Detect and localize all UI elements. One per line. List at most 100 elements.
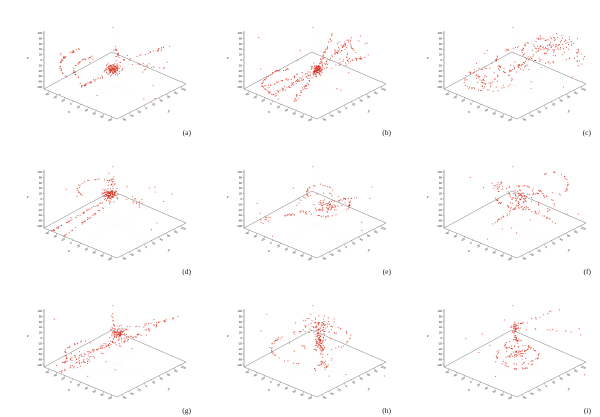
floor-gridline-y bbox=[280, 345, 350, 383]
svg-text:-20: -20 bbox=[536, 248, 542, 253]
svg-text:40: 40 bbox=[559, 98, 564, 103]
svg-text:40: 40 bbox=[359, 237, 364, 242]
floor-gridline-y bbox=[280, 67, 350, 105]
apex-marker: × bbox=[512, 165, 514, 169]
svg-text:0: 0 bbox=[469, 240, 472, 244]
svg-text:-60: -60 bbox=[321, 395, 327, 400]
z-axis-label: z bbox=[26, 55, 29, 60]
svg-text:20: 20 bbox=[152, 380, 157, 385]
svg-text:20: 20 bbox=[39, 331, 43, 335]
svg-text:100: 100 bbox=[581, 87, 587, 93]
x-axis-label: x bbox=[467, 248, 470, 253]
svg-text:80: 80 bbox=[574, 230, 579, 235]
svg-text:40: 40 bbox=[84, 247, 89, 252]
svg-text:-60: -60 bbox=[245, 369, 251, 374]
svg-text:80: 80 bbox=[174, 369, 179, 374]
scatter3d-plot-h: ×100806040200-20-40-60-80-100-60-40-2002… bbox=[226, 304, 387, 401]
subplot-label-c: (c) bbox=[582, 127, 591, 137]
center-vertical-line bbox=[112, 30, 116, 87]
svg-text:-60: -60 bbox=[245, 230, 251, 235]
apex-marker: × bbox=[312, 304, 314, 308]
svg-text:60: 60 bbox=[366, 372, 371, 377]
svg-text:60: 60 bbox=[166, 372, 171, 377]
apex-marker: × bbox=[512, 304, 514, 308]
svg-text:20: 20 bbox=[39, 53, 43, 57]
svg-text:60: 60 bbox=[566, 372, 571, 377]
svg-text:-40: -40 bbox=[252, 373, 258, 378]
svg-text:-80: -80 bbox=[238, 219, 242, 223]
svg-text:0: 0 bbox=[40, 336, 42, 340]
subplot-label-e: (e) bbox=[382, 266, 391, 276]
svg-text:0: 0 bbox=[440, 197, 442, 201]
floor-outline bbox=[443, 51, 587, 120]
svg-text:0: 0 bbox=[345, 384, 348, 388]
svg-text:40: 40 bbox=[159, 237, 164, 242]
svg-text:20: 20 bbox=[352, 241, 357, 246]
svg-text:100: 100 bbox=[181, 87, 187, 93]
svg-text:-20: -20 bbox=[136, 387, 142, 392]
floor-outline bbox=[243, 329, 387, 398]
svg-text:100: 100 bbox=[237, 170, 242, 174]
svg-text:-40: -40 bbox=[52, 373, 58, 378]
svg-text:-60: -60 bbox=[521, 395, 527, 400]
svg-text:-60: -60 bbox=[238, 213, 242, 217]
svg-text:-40: -40 bbox=[529, 113, 535, 118]
point-cloud bbox=[465, 309, 586, 378]
svg-text:40: 40 bbox=[239, 186, 243, 190]
scatter3d-plot-i: ×100806040200-20-40-60-80-100-60-40-2002… bbox=[426, 304, 587, 401]
svg-text:80: 80 bbox=[100, 114, 105, 119]
svg-text:-20: -20 bbox=[460, 98, 466, 103]
subplot-b: × 100 80 60 40 20 0 -20 -40 -60 -80 -100 -60 -40 -20 0 2… bbox=[200, 0, 400, 139]
subplot-label-b: (b) bbox=[382, 127, 391, 137]
svg-text:40: 40 bbox=[484, 386, 489, 391]
point-cloud bbox=[59, 45, 171, 100]
svg-text:-20: -20 bbox=[38, 63, 42, 67]
svg-text:-40: -40 bbox=[238, 69, 242, 73]
svg-text:-20: -20 bbox=[260, 376, 266, 381]
svg-text:0: 0 bbox=[269, 101, 272, 105]
svg-text:-60: -60 bbox=[38, 74, 42, 78]
svg-text:-60: -60 bbox=[321, 256, 327, 261]
svg-text:-20: -20 bbox=[460, 376, 466, 381]
svg-text:-60: -60 bbox=[438, 213, 442, 217]
svg-text:100: 100 bbox=[581, 365, 587, 371]
svg-text:20: 20 bbox=[439, 53, 443, 57]
svg-text:0: 0 bbox=[469, 101, 472, 105]
apex-marker: × bbox=[112, 165, 114, 169]
svg-text:-20: -20 bbox=[60, 237, 66, 242]
x-axis-label: x bbox=[67, 387, 70, 392]
svg-text:100: 100 bbox=[507, 395, 513, 401]
center-vertical-line bbox=[312, 308, 316, 365]
svg-text:-100: -100 bbox=[436, 85, 442, 89]
subplot-a: × 100 80 60 40 20 0 -20 -40 -60 -80 -100 -60 -40 -20 0 2… bbox=[0, 0, 200, 139]
svg-text:-40: -40 bbox=[452, 234, 458, 239]
svg-text:-20: -20 bbox=[60, 376, 66, 381]
svg-text:0: 0 bbox=[545, 106, 548, 110]
svg-text:-60: -60 bbox=[38, 213, 42, 217]
svg-text:80: 80 bbox=[500, 392, 505, 397]
svg-text:-20: -20 bbox=[536, 109, 542, 114]
point-cloud bbox=[256, 183, 373, 237]
svg-text:20: 20 bbox=[152, 241, 157, 246]
svg-text:20: 20 bbox=[239, 192, 243, 196]
svg-text:20: 20 bbox=[76, 104, 81, 109]
svg-text:-40: -40 bbox=[529, 252, 535, 257]
svg-text:20: 20 bbox=[439, 192, 443, 196]
svg-text:80: 80 bbox=[300, 253, 305, 258]
svg-text:60: 60 bbox=[492, 111, 497, 116]
floor-outline bbox=[443, 190, 587, 259]
svg-text:100: 100 bbox=[581, 226, 587, 232]
svg-text:-100: -100 bbox=[436, 363, 442, 367]
svg-text:20: 20 bbox=[276, 382, 281, 387]
subplot-d: × 100 80 60 40 20 0 -20 -40 -60 -80 -100 -60 -40 -20 0 2… bbox=[0, 139, 200, 278]
svg-text:-80: -80 bbox=[238, 358, 242, 362]
z-axis-label: z bbox=[426, 55, 429, 60]
center-vertical-line bbox=[112, 308, 116, 365]
point-cloud bbox=[260, 313, 385, 377]
svg-text:60: 60 bbox=[39, 320, 43, 324]
y-axis-label: y bbox=[167, 108, 170, 113]
svg-text:60: 60 bbox=[239, 42, 243, 46]
x-axis-label: x bbox=[267, 109, 270, 114]
svg-text:60: 60 bbox=[92, 250, 97, 255]
